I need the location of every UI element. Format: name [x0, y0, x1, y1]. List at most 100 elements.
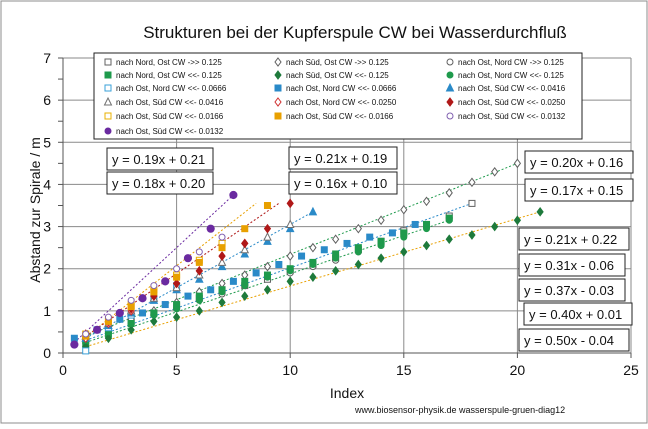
- data-point: [172, 278, 181, 289]
- equation-text: y = 0.18x + 0.20: [112, 176, 205, 191]
- data-point: [70, 334, 78, 342]
- data-point: [286, 276, 294, 287]
- data-point: [422, 240, 431, 251]
- equation-box: [518, 278, 626, 302]
- x-tick-label: 25: [623, 362, 639, 378]
- data-point: [354, 248, 362, 256]
- data-point: [195, 248, 203, 256]
- legend-marker: [103, 96, 113, 106]
- legend-entry: nach Ost, Süd CW <<- 0.0132: [104, 127, 224, 136]
- data-point: [285, 219, 295, 228]
- data-point: [263, 231, 272, 241]
- data-point: [422, 196, 431, 207]
- data-point: [240, 244, 250, 254]
- legend-label: nach Ost, Süd CW <<- 0.0416: [458, 84, 566, 93]
- data-point: [173, 273, 181, 281]
- data-point: [127, 320, 135, 327]
- legend-entry: nach Ost, Süd CW <<- 0.0166: [104, 112, 224, 121]
- equation-box: [523, 302, 633, 326]
- x-tick-label: 20: [510, 362, 526, 378]
- trend-equation: y = 0.37x - 0.03: [518, 278, 626, 302]
- data-point: [513, 158, 522, 169]
- data-point: [298, 252, 306, 260]
- trend-line: [85, 202, 280, 337]
- legend-marker: [104, 58, 112, 66]
- data-point: [82, 330, 90, 338]
- trend-equation: y = 0.21x + 0.19: [288, 146, 398, 170]
- data-point: [70, 340, 79, 349]
- data-point: [377, 253, 385, 264]
- legend-marker: [104, 127, 112, 135]
- data-point: [139, 309, 147, 317]
- legend-entry: nach Ost, Süd CW <<- 0.0250: [446, 97, 566, 107]
- data-point: [127, 296, 135, 304]
- data-point: [320, 246, 328, 254]
- data-point: [104, 333, 113, 344]
- data-point: [332, 265, 340, 276]
- legend-marker: [445, 82, 455, 92]
- equation-box: [518, 253, 626, 277]
- data-point: [173, 265, 181, 273]
- data-point: [240, 248, 250, 258]
- data-point: [354, 223, 362, 234]
- chart-title: Strukturen bei der Kupferspule CW bei Wa…: [143, 23, 567, 42]
- legend-entry: nach Ost, Süd CW <<- 0.0416: [445, 82, 566, 93]
- data-point: [411, 220, 419, 228]
- equation-text: y = 0.37x - 0.03: [524, 283, 614, 298]
- trend-equation: y = 0.16x + 0.10: [288, 171, 398, 195]
- data-point: [150, 311, 158, 319]
- y-tick-label: 6: [43, 92, 51, 108]
- data-point: [173, 305, 181, 313]
- data-point: [127, 303, 135, 311]
- data-point: [400, 247, 408, 257]
- series: [70, 190, 238, 349]
- x-tick-label: 10: [282, 362, 298, 378]
- trend-line: [85, 202, 473, 341]
- data-point: [377, 242, 385, 250]
- legend-entry: nach Ost, Süd CW <<- 0.0132: [446, 112, 566, 121]
- data-point: [218, 244, 226, 252]
- trend-line: [85, 162, 518, 337]
- series: [82, 206, 544, 352]
- y-tick-label: 1: [43, 303, 51, 319]
- data-point: [263, 223, 272, 234]
- equation-text: y = 0.31x - 0.06: [524, 258, 614, 273]
- data-point: [332, 234, 340, 245]
- legend-label: nach Ost, Nord CW ->> 0.125: [458, 58, 564, 67]
- data-point: [445, 234, 453, 245]
- data-point: [343, 239, 351, 247]
- data-point: [263, 284, 272, 295]
- y-axis-label: Abstand zur Spirale / m: [27, 137, 43, 283]
- equation-text: y = 0.16x + 0.10: [294, 176, 387, 191]
- trend-line: [85, 211, 314, 339]
- legend-marker: [104, 84, 112, 92]
- series: [82, 216, 453, 344]
- legend-entry: nach Nord, Ost CW ->> 0.125: [104, 58, 222, 67]
- equation-box: [288, 171, 398, 195]
- legend-marker: [446, 97, 454, 107]
- data-point: [275, 261, 283, 268]
- legend-label: nach Nord, Ost CW ->> 0.125: [116, 58, 222, 67]
- equation-text: y = 0.21x + 0.19: [294, 151, 387, 166]
- y-tick-label: 7: [43, 50, 51, 66]
- data-point: [150, 288, 158, 296]
- data-point: [309, 261, 317, 268]
- trend-equations: y = 0.19x + 0.21 y = 0.18x + 0.20 y = 0.21…: [106, 146, 634, 352]
- equation-box: [524, 178, 634, 202]
- data-point: [308, 206, 318, 216]
- data-point: [241, 238, 249, 249]
- data-point: [195, 274, 204, 283]
- data-point: [218, 297, 226, 308]
- trend-equation: y = 0.50x - 0.04: [518, 328, 630, 352]
- data-point: [150, 316, 158, 327]
- equation-text: y = 0.40x + 0.01: [529, 307, 622, 322]
- data-point: [82, 347, 90, 355]
- legend-label: nach Ost, Nord CW <<- 0.125: [458, 71, 564, 80]
- data-point: [286, 198, 294, 209]
- legend-label: nach Ost, Nord CW <<- 0.0250: [286, 98, 397, 107]
- data-point: [491, 166, 499, 177]
- legend: nach Nord, Ost CW ->> 0.125 nach Süd, Ost…: [93, 52, 583, 140]
- data-point: [229, 277, 237, 285]
- data-point: [207, 286, 215, 294]
